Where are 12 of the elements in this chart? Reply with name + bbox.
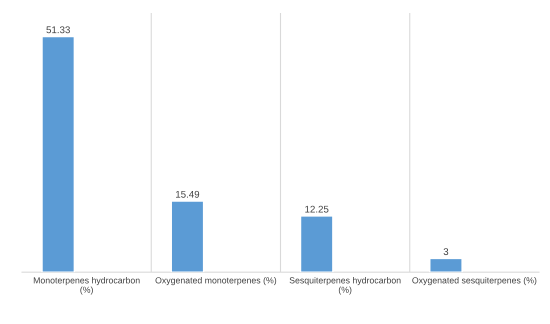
- x-tick-label: Oxygenated sesquiterpenes (%): [412, 277, 536, 286]
- data-label: 12.25: [305, 206, 328, 213]
- x-tick-label: Monoterpenes hydrocarbon (%): [34, 277, 140, 295]
- x-tick-label: Sesquiterpenes hydrocarbon (%): [290, 277, 400, 295]
- data-label: 3: [444, 248, 448, 256]
- bar: [300, 215, 334, 272]
- bar: [41, 36, 76, 272]
- data-label: 51.33: [46, 26, 70, 34]
- bar: [170, 200, 204, 272]
- bar: [429, 258, 463, 272]
- data-label: 15.49: [176, 190, 200, 198]
- x-tick-label: Oxygenated monoterpenes (%): [155, 277, 276, 286]
